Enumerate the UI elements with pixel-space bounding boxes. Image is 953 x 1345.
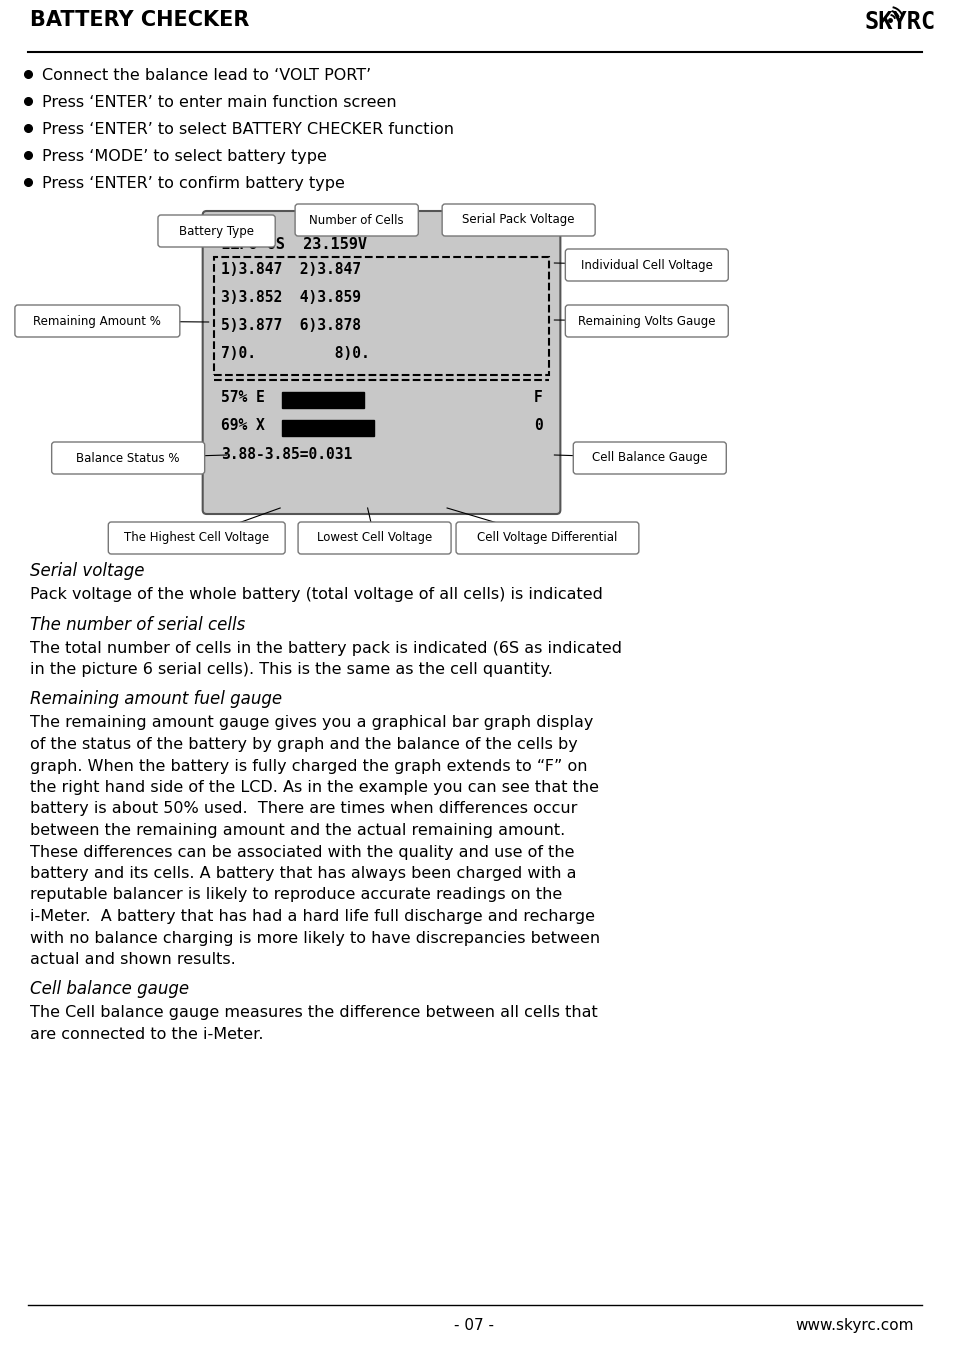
Text: The total number of cells in the battery pack is indicated (6S as indicated: The total number of cells in the battery…	[30, 640, 621, 655]
Text: Number of Cells: Number of Cells	[309, 214, 403, 226]
Text: in the picture 6 serial cells). This is the same as the cell quantity.: in the picture 6 serial cells). This is …	[30, 662, 552, 677]
Text: i-Meter.  A battery that has had a hard life full discharge and recharge: i-Meter. A battery that has had a hard l…	[30, 909, 594, 924]
Text: - 07 -: - 07 -	[454, 1318, 494, 1333]
FancyBboxPatch shape	[297, 522, 451, 554]
FancyBboxPatch shape	[441, 204, 595, 235]
Text: actual and shown results.: actual and shown results.	[30, 952, 235, 967]
Text: 7)0.         8)0.: 7)0. 8)0.	[220, 346, 369, 360]
Text: 3.88-3.85=0.031: 3.88-3.85=0.031	[220, 447, 352, 461]
FancyBboxPatch shape	[51, 443, 205, 473]
Text: BATTERY CHECKER: BATTERY CHECKER	[30, 9, 249, 30]
Text: with no balance charging is more likely to have discrepancies between: with no balance charging is more likely …	[30, 931, 599, 946]
Text: reputable balancer is likely to reproduce accurate readings on the: reputable balancer is likely to reproduc…	[30, 888, 561, 902]
Text: Connect the balance lead to ‘VOLT PORT’: Connect the balance lead to ‘VOLT PORT’	[42, 69, 371, 83]
Text: Cell Voltage Differential: Cell Voltage Differential	[476, 531, 617, 545]
FancyBboxPatch shape	[294, 204, 417, 235]
Text: 5)3.877  6)3.878: 5)3.877 6)3.878	[220, 317, 360, 334]
Text: are connected to the i-Meter.: are connected to the i-Meter.	[30, 1028, 263, 1042]
Text: 0: 0	[534, 418, 542, 433]
Text: Press ‘ENTER’ to enter main function screen: Press ‘ENTER’ to enter main function scr…	[42, 95, 395, 110]
Text: www.skyrc.com: www.skyrc.com	[795, 1318, 913, 1333]
Text: 69% X: 69% X	[220, 418, 264, 433]
Text: between the remaining amount and the actual remaining amount.: between the remaining amount and the act…	[30, 823, 564, 838]
Text: Lowest Cell Voltage: Lowest Cell Voltage	[316, 531, 432, 545]
Text: 57% E: 57% E	[220, 390, 264, 405]
Text: 3)3.852  4)3.859: 3)3.852 4)3.859	[220, 291, 360, 305]
Text: Pack voltage of the whole battery (total voltage of all cells) is indicated: Pack voltage of the whole battery (total…	[30, 586, 602, 603]
Text: Cell balance gauge: Cell balance gauge	[30, 981, 189, 998]
Text: Battery Type: Battery Type	[179, 225, 253, 238]
Text: These differences can be associated with the quality and use of the: These differences can be associated with…	[30, 845, 574, 859]
FancyBboxPatch shape	[158, 215, 274, 247]
FancyBboxPatch shape	[15, 305, 180, 338]
Text: LiPo-6S  23.159V: LiPo-6S 23.159V	[220, 237, 366, 252]
Text: Individual Cell Voltage: Individual Cell Voltage	[580, 258, 712, 272]
Text: battery is about 50% used.  There are times when differences occur: battery is about 50% used. There are tim…	[30, 802, 577, 816]
Text: The number of serial cells: The number of serial cells	[30, 616, 245, 633]
Text: Press ‘ENTER’ to confirm battery type: Press ‘ENTER’ to confirm battery type	[42, 176, 344, 191]
Text: SKYRC: SKYRC	[863, 9, 935, 34]
Text: Remaining Volts Gauge: Remaining Volts Gauge	[578, 315, 715, 327]
Text: Press ‘ENTER’ to select BATTERY CHECKER function: Press ‘ENTER’ to select BATTERY CHECKER …	[42, 122, 454, 137]
FancyBboxPatch shape	[109, 522, 285, 554]
FancyBboxPatch shape	[573, 443, 725, 473]
FancyBboxPatch shape	[202, 211, 559, 514]
Text: of the status of the battery by graph and the balance of the cells by: of the status of the battery by graph an…	[30, 737, 577, 752]
Text: 1)3.847  2)3.847: 1)3.847 2)3.847	[220, 262, 360, 277]
Text: Remaining Amount %: Remaining Amount %	[33, 315, 161, 327]
Text: Serial voltage: Serial voltage	[30, 562, 144, 580]
Bar	[282, 391, 363, 408]
Text: Press ‘MODE’ to select battery type: Press ‘MODE’ to select battery type	[42, 149, 326, 164]
Text: F: F	[534, 390, 542, 405]
FancyBboxPatch shape	[565, 305, 727, 338]
Text: the right hand side of the LCD. As in the example you can see that the: the right hand side of the LCD. As in th…	[30, 780, 598, 795]
Text: Balance Status %: Balance Status %	[76, 452, 180, 464]
Text: The Cell balance gauge measures the difference between all cells that: The Cell balance gauge measures the diff…	[30, 1006, 597, 1021]
Text: Remaining amount fuel gauge: Remaining amount fuel gauge	[30, 690, 282, 709]
Text: graph. When the battery is fully charged the graph extends to “F” on: graph. When the battery is fully charged…	[30, 759, 587, 773]
Text: Serial Pack Voltage: Serial Pack Voltage	[462, 214, 575, 226]
Text: The remaining amount gauge gives you a graphical bar graph display: The remaining amount gauge gives you a g…	[30, 716, 593, 730]
Text: Cell Balance Gauge: Cell Balance Gauge	[592, 452, 707, 464]
Bar	[282, 420, 374, 436]
FancyBboxPatch shape	[565, 249, 727, 281]
Text: battery and its cells. A battery that has always been charged with a: battery and its cells. A battery that ha…	[30, 866, 576, 881]
Text: The Highest Cell Voltage: The Highest Cell Voltage	[124, 531, 269, 545]
FancyBboxPatch shape	[456, 522, 639, 554]
